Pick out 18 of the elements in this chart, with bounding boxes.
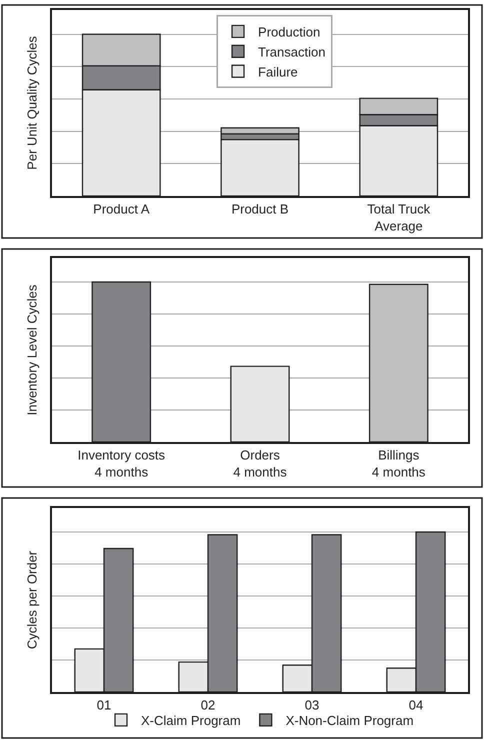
- x-tick-label: Product A: [93, 201, 150, 216]
- x-tick-label: Orders 4 months: [233, 447, 288, 480]
- y-axis-title: Per Unit Quality Cycles: [24, 36, 40, 170]
- x-tick-label: Billings 4 months: [372, 447, 426, 480]
- legend-label: Transaction: [258, 44, 326, 60]
- y-axis-title: Cycles per Order: [24, 550, 40, 650]
- x-tick-label: 01: [96, 697, 112, 712]
- x-tick-label: 02: [200, 697, 216, 712]
- legend-label: X-Claim Program: [141, 713, 241, 728]
- legend-label: X-Non-Claim Program: [286, 713, 414, 728]
- legend-label: Failure: [258, 64, 298, 80]
- x-tick-label: 04: [408, 697, 424, 712]
- x-tick-label: Product B: [231, 201, 289, 216]
- x-tick-label: 03: [304, 697, 320, 712]
- y-axis-title: Inventory Level Cycles: [24, 284, 40, 416]
- legend-label: Production: [258, 24, 320, 40]
- x-tick-label: Inventory costs 4 months: [78, 447, 166, 480]
- x-tick-label: Total Truck Average: [367, 201, 431, 234]
